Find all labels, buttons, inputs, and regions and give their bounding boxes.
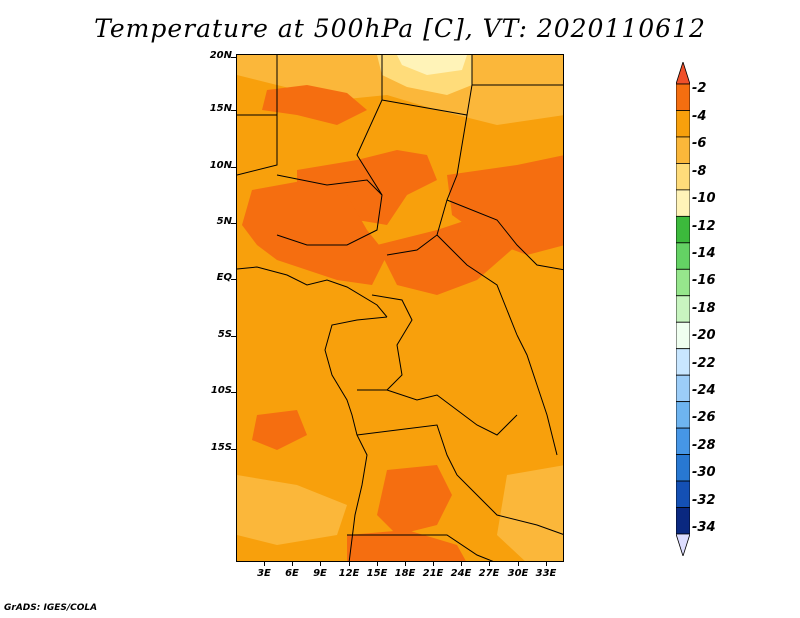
x-tick <box>518 562 519 566</box>
x-tick <box>489 562 490 566</box>
colorbar-label: -16 <box>692 273 716 288</box>
y-tick <box>231 110 236 111</box>
colorbar-label: -8 <box>692 164 707 179</box>
field-band-se <box>497 465 563 561</box>
colorbar-swatch <box>676 268 690 297</box>
x-tick <box>433 562 434 566</box>
colorbar-label: -4 <box>692 109 707 124</box>
field-blob-north <box>262 85 367 125</box>
x-label-9e: 9E <box>313 568 327 579</box>
colorbar-swatch <box>676 401 690 429</box>
map-canvas <box>237 55 563 561</box>
x-tick <box>405 562 406 566</box>
colorbar-top-arrow <box>676 62 690 85</box>
x-tick <box>377 562 378 566</box>
colorbar-swatch <box>676 507 690 535</box>
colorbar-swatch <box>676 189 690 217</box>
x-tick <box>349 562 350 566</box>
y-label-eq: EQ <box>216 272 232 283</box>
colorbar-swatch <box>676 215 690 244</box>
temperature-map <box>236 54 564 562</box>
colorbar-label: -6 <box>692 136 707 151</box>
colorbar-label: -14 <box>692 246 716 261</box>
y-tick <box>231 167 236 168</box>
field-blob-central <box>377 220 517 295</box>
y-tick <box>231 279 236 280</box>
colorbar-label: -28 <box>692 438 716 453</box>
y-label-10n: 10N <box>209 160 232 171</box>
y-label-20n: 20N <box>209 50 232 61</box>
colorbar-label: -24 <box>692 383 716 398</box>
colorbar-label: -18 <box>692 301 716 316</box>
colorbar-swatch <box>676 427 690 455</box>
field-blob-bottom <box>347 530 466 561</box>
x-label-21e: 21E <box>422 568 444 579</box>
x-label-6e: 6E <box>285 568 299 579</box>
chart-title: Temperature at 500hPa [C], VT: 202011061… <box>94 14 706 43</box>
y-tick <box>231 392 236 393</box>
colorbar-label: -30 <box>692 465 716 480</box>
x-label-3e: 3E <box>257 568 271 579</box>
x-tick <box>320 562 321 566</box>
colorbar-label: -20 <box>692 328 716 343</box>
colorbar-label: -26 <box>692 410 716 425</box>
footer-credit: GrADS: IGES/COLA <box>4 603 98 613</box>
colorbar-bottom-arrow <box>676 533 690 556</box>
field-band-8 <box>237 55 563 125</box>
x-label-15e: 15E <box>366 568 388 579</box>
colorbar-label: -2 <box>692 81 707 96</box>
colorbar-swatch <box>676 454 690 482</box>
colorbar-swatch <box>676 480 690 508</box>
colorbar-swatch <box>676 295 690 323</box>
colorbar-swatch <box>676 321 690 350</box>
colorbar-swatch <box>676 163 690 191</box>
colorbar-label: -12 <box>692 219 716 234</box>
colorbar-swatch <box>676 110 690 138</box>
x-tick <box>461 562 462 566</box>
colorbar-swatch <box>676 83 690 111</box>
y-label-5n: 5N <box>216 216 232 227</box>
field-blob-sw <box>252 410 307 450</box>
x-tick <box>264 562 265 566</box>
colorbar-swatch <box>676 242 690 270</box>
y-label-15s: 15S <box>210 442 232 453</box>
x-tick <box>292 562 293 566</box>
x-label-24e: 24E <box>450 568 472 579</box>
x-label-18e: 18E <box>394 568 416 579</box>
colorbar-swatch <box>676 348 690 376</box>
country-borders <box>237 55 563 561</box>
colorbar-label: -10 <box>692 191 716 206</box>
x-label-12e: 12E <box>338 568 360 579</box>
x-tick <box>546 562 547 566</box>
y-label-5s: 5S <box>217 329 232 340</box>
field-band-sw <box>237 475 347 545</box>
y-tick <box>231 336 236 337</box>
x-label-30e: 30E <box>507 568 529 579</box>
y-tick <box>231 449 236 450</box>
y-label-15n: 15N <box>209 103 232 114</box>
field-blob-east <box>447 155 563 255</box>
colorbar-label: -22 <box>692 356 716 371</box>
field-blob-west <box>242 180 387 285</box>
field-band-12 <box>397 55 467 75</box>
y-tick <box>231 57 236 58</box>
x-label-33e: 33E <box>535 568 557 579</box>
colorbar-label: -32 <box>692 493 716 508</box>
colorbar-label: -34 <box>692 520 716 535</box>
colorbar-swatch <box>676 374 690 403</box>
x-label-27e: 27E <box>478 568 500 579</box>
y-label-10s: 10S <box>210 385 232 396</box>
colorbar-swatch <box>676 136 690 164</box>
y-tick <box>231 223 236 224</box>
field-blob-south <box>377 465 452 535</box>
colorbar <box>676 62 690 556</box>
